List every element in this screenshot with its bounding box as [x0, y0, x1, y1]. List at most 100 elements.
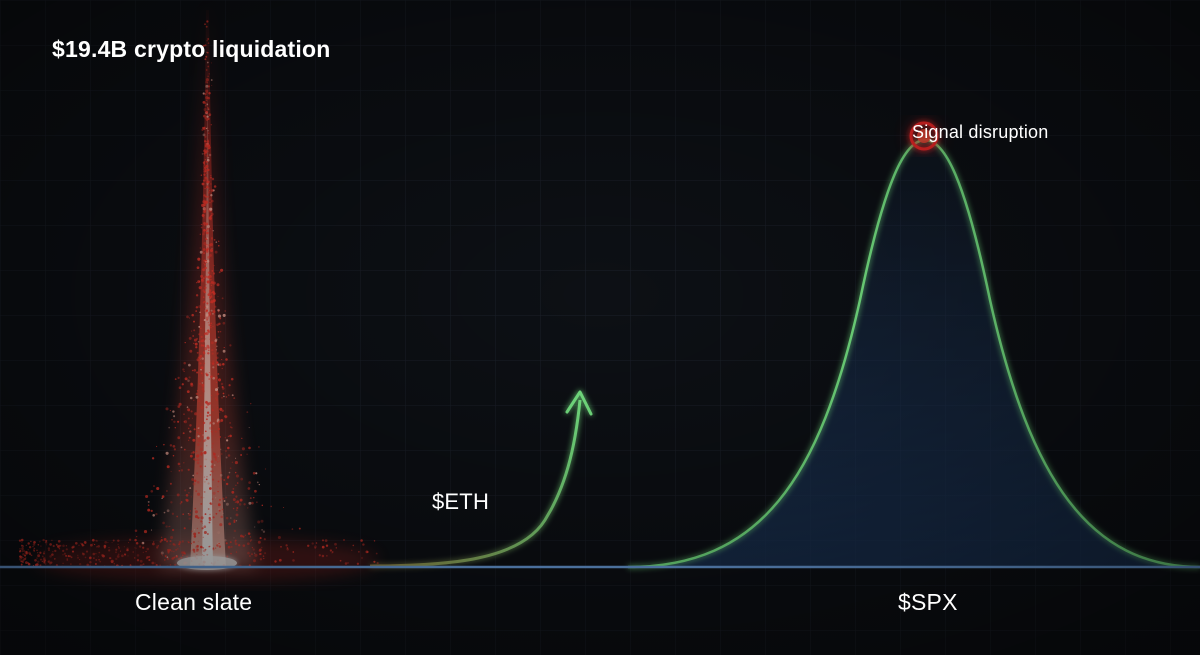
liquidation-particle [161, 555, 164, 557]
liquidation-particle [177, 376, 180, 380]
liquidation-particle [224, 437, 226, 439]
liquidation-particle [206, 82, 208, 84]
liquidation-particle [173, 420, 176, 423]
liquidation-particle [206, 414, 209, 417]
liquidation-particle [211, 312, 214, 315]
liquidation-particle [207, 75, 210, 78]
liquidation-particle [155, 512, 158, 516]
liquidation-particle [202, 386, 205, 389]
liquidation-particle [200, 413, 202, 415]
liquidation-particle [218, 244, 220, 247]
liquidation-particle [212, 452, 215, 454]
liquidation-particle [206, 411, 210, 414]
liquidation-particle [177, 436, 181, 440]
liquidation-particle [197, 280, 201, 284]
liquidation-particle [136, 554, 140, 557]
liquidation-particle [196, 548, 199, 551]
liquidation-particle [205, 229, 208, 232]
liquidation-particle [156, 545, 158, 547]
liquidation-particle [251, 553, 253, 555]
liquidation-particle [236, 482, 239, 484]
liquidation-particle [225, 502, 229, 506]
clean-slate-label: Clean slate [135, 589, 253, 615]
liquidation-particle [192, 540, 196, 544]
liquidation-particle [205, 406, 208, 409]
liquidation-particle [27, 542, 30, 545]
liquidation-particle [205, 400, 208, 404]
liquidation-particle [212, 547, 215, 550]
liquidation-particle [171, 419, 173, 421]
liquidation-particle [211, 237, 213, 239]
liquidation-particle [208, 73, 210, 75]
liquidation-particle [159, 564, 161, 566]
liquidation-particle [197, 356, 200, 359]
liquidation-particle [176, 555, 178, 557]
liquidation-particle [126, 548, 129, 552]
liquidation-particle [214, 376, 218, 380]
liquidation-particle [222, 313, 226, 317]
liquidation-particle [208, 546, 210, 548]
liquidation-particle [202, 277, 205, 280]
liquidation-particle [203, 164, 205, 166]
liquidation-particle [182, 368, 185, 371]
liquidation-particle [205, 284, 207, 286]
liquidation-particle [197, 540, 199, 542]
liquidation-particle [216, 544, 219, 547]
liquidation-particle [180, 501, 183, 503]
liquidation-particle [92, 552, 96, 556]
liquidation-particle [198, 333, 201, 336]
liquidation-particle [212, 310, 216, 313]
liquidation-particle [203, 496, 205, 499]
liquidation-particle [160, 553, 163, 555]
liquidation-particle [151, 457, 155, 460]
liquidation-particle [43, 550, 45, 553]
liquidation-particle [235, 471, 237, 474]
liquidation-particle [166, 557, 169, 560]
liquidation-particle [217, 455, 220, 457]
liquidation-particle [200, 366, 204, 370]
liquidation-particle [190, 452, 193, 455]
liquidation-particle [194, 507, 197, 510]
liquidation-particle [84, 556, 87, 559]
liquidation-particle [186, 408, 191, 412]
liquidation-particle [205, 222, 209, 225]
liquidation-particle [201, 182, 205, 186]
liquidation-particle [207, 256, 211, 259]
liquidation-particle [218, 460, 221, 462]
liquidation-particle [198, 286, 202, 290]
liquidation-particle [258, 483, 260, 486]
liquidation-particle [212, 299, 216, 303]
liquidation-particle [176, 493, 180, 497]
liquidation-particle [152, 514, 155, 517]
liquidation-particle [249, 555, 251, 557]
liquidation-particle [209, 459, 212, 461]
liquidation-particle [223, 395, 225, 398]
liquidation-particle [283, 506, 285, 509]
liquidation-particle [204, 430, 207, 433]
liquidation-particle [216, 323, 219, 327]
liquidation-particle [208, 413, 212, 417]
liquidation-particle [206, 475, 208, 478]
liquidation-particle [204, 465, 207, 468]
liquidation-particle [188, 376, 191, 379]
liquidation-particle [214, 397, 217, 400]
liquidation-particle [321, 545, 325, 549]
liquidation-particle [143, 530, 148, 534]
liquidation-particle [72, 546, 75, 548]
liquidation-particle [241, 437, 243, 440]
liquidation-particle [189, 487, 192, 490]
liquidation-particle [206, 150, 209, 153]
liquidation-particle [89, 564, 91, 566]
liquidation-particle [261, 529, 263, 531]
liquidation-particle [55, 543, 58, 546]
liquidation-particle [201, 223, 203, 226]
liquidation-particle [94, 563, 97, 565]
liquidation-particle [201, 527, 204, 530]
liquidation-particle [183, 421, 185, 423]
liquidation-particle [191, 369, 194, 372]
liquidation-particle [40, 545, 42, 547]
liquidation-particle [213, 185, 217, 188]
liquidation-particle [185, 499, 189, 502]
liquidation-particle [193, 329, 196, 332]
liquidation-particle [191, 478, 195, 481]
